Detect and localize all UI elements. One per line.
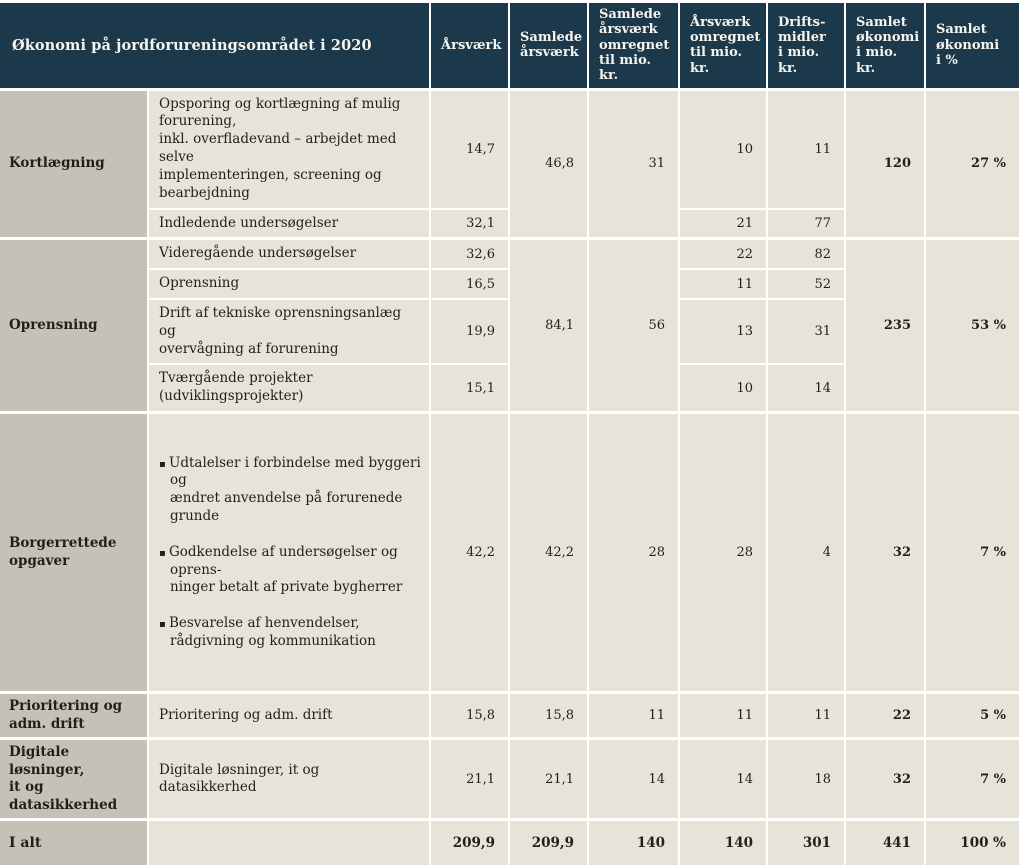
category-cell-digitale-loesninger: Digitale løsninger, it og datasikkerhed: [0, 737, 148, 820]
value-samlet-oekonomi-mio: 235: [844, 237, 926, 413]
category-cell-i-alt: I alt: [0, 818, 148, 865]
table-row: Indledende undersøgelser 32,1 21 77: [0, 207, 1019, 239]
value-aarsvaerk-mio: 22: [678, 237, 768, 270]
total-samlet-oekonomi-pct: 100 %: [924, 818, 1019, 865]
value-samlede-aarsvaerk-mio: 28: [587, 411, 680, 693]
value-samlede-aarsvaerk: 42,2: [508, 411, 589, 693]
bullet-item: Besvarelse af henvendelser, rådgivning o…: [159, 615, 421, 651]
table-row: Oprensning 16,5 11 52: [0, 268, 1019, 299]
table-row: Drift af tekniske oprensningsanlæg og ov…: [0, 297, 1019, 365]
activity-cell: Digitale løsninger, it og datasikkerhed: [146, 737, 431, 820]
activity-cell: Drift af tekniske oprensningsanlæg og ov…: [146, 297, 431, 365]
value-aarsvaerk-mio: 11: [678, 691, 768, 739]
value-aarsvaerk-mio: 11: [678, 268, 768, 299]
col-header-driftsmidler: Drifts- midler i mio. kr.: [766, 0, 846, 90]
value-driftsmidler: 18: [766, 737, 846, 820]
value-aarsvaerk: 15,8: [429, 691, 510, 739]
bullet-item: Godkendelse af undersøgelser og oprens- …: [159, 544, 421, 597]
value-driftsmidler: 14: [766, 363, 846, 413]
value-driftsmidler: 77: [766, 207, 846, 239]
empty-cell: [146, 818, 431, 865]
value-samlet-oekonomi-pct: 53 %: [924, 237, 1019, 413]
total-aarsvaerk: 209,9: [429, 818, 510, 865]
value-driftsmidler: 11: [766, 87, 846, 209]
table-row: Digitale løsninger, it og datasikkerhed …: [0, 737, 1019, 820]
value-samlet-oekonomi-mio: 32: [844, 411, 926, 693]
total-samlet-oekonomi-mio: 441: [844, 818, 926, 865]
table-header: Økonomi på jordforureningsområdet i 2020…: [0, 0, 1019, 90]
table-row: Tværgående projekter (udviklingsprojekte…: [0, 363, 1019, 413]
value-aarsvaerk: 21,1: [429, 737, 510, 820]
col-header-samlet-oekonomi-mio: Samlet økonomi i mio. kr.: [844, 0, 926, 90]
value-driftsmidler: 31: [766, 297, 846, 365]
activity-cell: Videregående undersøgelser: [146, 237, 431, 270]
activity-cell: Prioritering og adm. drift: [146, 691, 431, 739]
value-samlet-oekonomi-mio: 120: [844, 87, 926, 239]
value-aarsvaerk-mio: 21: [678, 207, 768, 239]
table-title: Økonomi på jordforureningsområdet i 2020: [0, 0, 431, 90]
total-samlede-aarsvaerk: 209,9: [508, 818, 589, 865]
total-aarsvaerk-mio: 140: [678, 818, 768, 865]
table-body: Kortlægning Opsporing og kortlægning af …: [0, 87, 1019, 865]
table-row: Oprensning Videregående undersøgelser 32…: [0, 237, 1019, 413]
value-samlet-oekonomi-pct: 7 %: [924, 737, 1019, 820]
activity-cell: Oprensning: [146, 268, 431, 299]
total-driftsmidler: 301: [766, 818, 846, 865]
table-row: Kortlægning Opsporing og kortlægning af …: [0, 87, 1019, 239]
col-header-aarsvaerk-mio: Årsværk omregnet til mio. kr.: [678, 0, 768, 90]
value-aarsvaerk-mio: 10: [678, 363, 768, 413]
activity-bullet-list: Udtalelser i forbindelse med byggeri og …: [159, 437, 421, 669]
header-row: Økonomi på jordforureningsområdet i 2020…: [0, 0, 1019, 90]
category-cell-kortlaegning: Kortlægning: [0, 87, 148, 239]
category-cell-prioritering: Prioritering og adm. drift: [0, 691, 148, 739]
value-aarsvaerk-mio: 28: [678, 411, 768, 693]
value-samlede-aarsvaerk: 15,8: [508, 691, 589, 739]
value-aarsvaerk: 14,7: [429, 87, 510, 209]
table-row: Borgerrettede opgaver Udtalelser i forbi…: [0, 411, 1019, 693]
value-samlede-aarsvaerk-mio: 11: [587, 691, 680, 739]
value-aarsvaerk: 15,1: [429, 363, 510, 413]
value-aarsvaerk: 42,2: [429, 411, 510, 693]
total-samlede-aarsvaerk-mio: 140: [587, 818, 680, 865]
value-aarsvaerk-mio: 10: [678, 87, 768, 209]
category-cell-borgerrettede-opgaver: Borgerrettede opgaver: [0, 411, 148, 693]
value-samlede-aarsvaerk: 46,8: [508, 87, 589, 239]
activity-cell: Tværgående projekter (udviklingsprojekte…: [146, 363, 431, 413]
value-samlet-oekonomi-pct: 27 %: [924, 87, 1019, 239]
value-samlede-aarsvaerk: 21,1: [508, 737, 589, 820]
activity-cell: Opsporing og kortlægning af mulig forure…: [146, 87, 431, 209]
category-cell-oprensning: Oprensning: [0, 237, 148, 413]
value-driftsmidler: 4: [766, 411, 846, 693]
value-samlede-aarsvaerk: 84,1: [508, 237, 589, 413]
bullet-item: Udtalelser i forbindelse med byggeri og …: [159, 455, 421, 526]
value-driftsmidler: 11: [766, 691, 846, 739]
activity-cell: Udtalelser i forbindelse med byggeri og …: [146, 411, 431, 693]
col-header-samlet-oekonomi-pct: Samlet økonomi i %: [924, 0, 1019, 90]
value-samlet-oekonomi-mio: 22: [844, 691, 926, 739]
col-header-samlede-aarsvaerk-mio: Samlede årsværk omregnet til mio. kr.: [587, 0, 680, 90]
total-row: I alt 209,9 209,9 140 140 301 441 100 %: [0, 818, 1019, 865]
value-aarsvaerk: 16,5: [429, 268, 510, 299]
value-driftsmidler: 52: [766, 268, 846, 299]
value-samlet-oekonomi-pct: 5 %: [924, 691, 1019, 739]
value-samlet-oekonomi-mio: 32: [844, 737, 926, 820]
value-driftsmidler: 82: [766, 237, 846, 270]
value-aarsvaerk: 19,9: [429, 297, 510, 365]
value-aarsvaerk: 32,6: [429, 237, 510, 270]
activity-cell: Indledende undersøgelser: [146, 207, 431, 239]
value-samlede-aarsvaerk-mio: 31: [587, 87, 680, 239]
value-samlet-oekonomi-pct: 7 %: [924, 411, 1019, 693]
table-row: Prioritering og adm. drift Prioritering …: [0, 691, 1019, 739]
value-aarsvaerk-mio: 14: [678, 737, 768, 820]
value-aarsvaerk-mio: 13: [678, 297, 768, 365]
value-samlede-aarsvaerk-mio: 56: [587, 237, 680, 413]
col-header-aarsvaerk: Årsværk: [429, 0, 510, 90]
value-aarsvaerk: 32,1: [429, 207, 510, 239]
value-samlede-aarsvaerk-mio: 14: [587, 737, 680, 820]
col-header-samlede-aarsvaerk: Samlede årsværk: [508, 0, 589, 90]
